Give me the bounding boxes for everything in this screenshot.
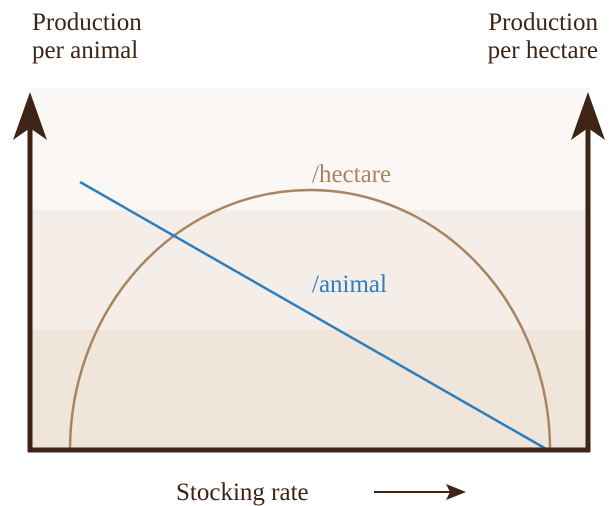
right-arrowhead (571, 92, 605, 140)
animal-line (79, 180, 549, 452)
hectare-label: /hectare (312, 161, 391, 188)
band-middle (30, 210, 590, 330)
x-arrowhead (446, 484, 466, 500)
animal-label: /animal (312, 271, 387, 298)
band-bottom (30, 330, 590, 450)
left-arrowhead (13, 92, 47, 140)
right-axis-label: per hectare (488, 37, 598, 64)
x-axis-label: Stocking rate (176, 479, 309, 506)
right-axis-label: Production (488, 9, 598, 36)
band-top (30, 88, 590, 210)
hectare-curve (68, 188, 552, 451)
left-axis-label: Production (32, 9, 142, 36)
left-axis-label: per animal (32, 37, 138, 64)
